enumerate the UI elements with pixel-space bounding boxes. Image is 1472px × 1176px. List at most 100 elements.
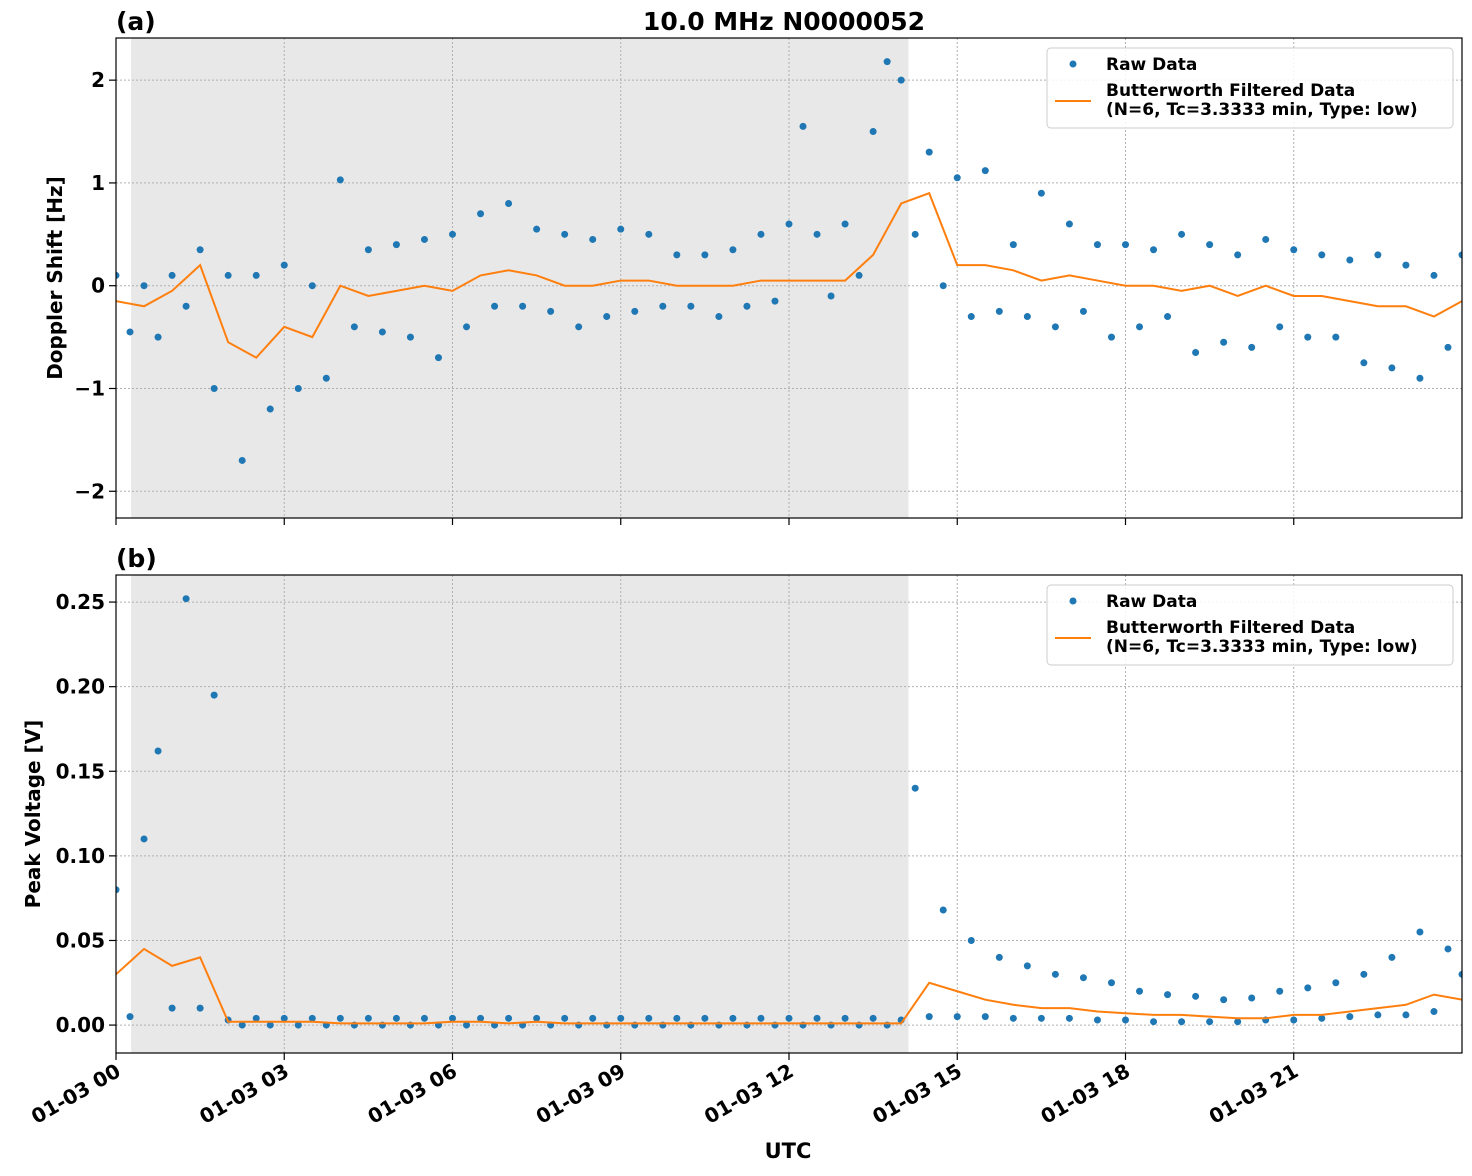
y-tick-label: 0.20 bbox=[56, 675, 105, 699]
raw-point bbox=[701, 1014, 709, 1022]
raw-point bbox=[981, 1013, 989, 1021]
x-tick-label: 01-03 18 bbox=[1036, 1059, 1134, 1129]
legend-label: (N=6, Tc=3.3333 min, Type: low) bbox=[1106, 637, 1418, 657]
raw-point bbox=[140, 835, 148, 843]
y-axis-label: Doppler Shift [Hz] bbox=[43, 176, 67, 380]
raw-point bbox=[785, 220, 793, 228]
legend-marker bbox=[1069, 60, 1077, 68]
axes-frame bbox=[115, 574, 1463, 1054]
raw-point bbox=[491, 302, 499, 310]
raw-point bbox=[519, 302, 527, 310]
raw-point bbox=[1360, 359, 1368, 367]
raw-point bbox=[154, 747, 162, 755]
raw-point bbox=[1444, 945, 1452, 953]
raw-point bbox=[939, 282, 947, 290]
raw-point bbox=[252, 1014, 260, 1022]
raw-point bbox=[855, 271, 863, 279]
raw-point bbox=[1458, 970, 1462, 978]
y-tick-label: 0.10 bbox=[56, 844, 105, 868]
raw-point bbox=[196, 246, 204, 254]
raw-point bbox=[617, 225, 625, 233]
raw-point bbox=[841, 1014, 849, 1022]
raw-point bbox=[561, 1014, 569, 1022]
x-tick-label: 01-03 06 bbox=[363, 1059, 461, 1129]
raw-point bbox=[561, 230, 569, 238]
raw-point bbox=[1248, 994, 1256, 1002]
raw-point bbox=[154, 333, 162, 341]
plot-area bbox=[116, 58, 1462, 464]
raw-point bbox=[729, 1014, 737, 1022]
raw-point bbox=[813, 230, 821, 238]
raw-point bbox=[505, 199, 513, 207]
filtered-line bbox=[116, 191, 1462, 359]
raw-point bbox=[364, 1014, 372, 1022]
raw-point bbox=[1023, 313, 1031, 321]
raw-point bbox=[1304, 984, 1312, 992]
raw-point bbox=[463, 323, 471, 331]
shaded-region bbox=[131, 38, 909, 518]
raw-point bbox=[1318, 1014, 1326, 1022]
raw-point bbox=[1374, 1011, 1382, 1019]
panel-label: (a) bbox=[116, 7, 156, 36]
raw-point bbox=[238, 1021, 246, 1029]
raw-point bbox=[266, 405, 274, 413]
raw-point bbox=[1150, 1018, 1158, 1026]
legend-label: Butterworth Filtered Data bbox=[1106, 81, 1355, 101]
raw-point bbox=[1430, 1008, 1438, 1016]
raw-point bbox=[449, 1014, 456, 1022]
y-tick-label: 0.00 bbox=[56, 1013, 105, 1037]
raw-point bbox=[743, 302, 751, 310]
raw-point bbox=[1430, 271, 1438, 279]
raw-point bbox=[392, 241, 400, 249]
raw-point bbox=[841, 220, 849, 228]
plot-area bbox=[116, 595, 1462, 1029]
raw-point bbox=[1037, 189, 1045, 197]
raw-point bbox=[1332, 333, 1340, 341]
x-axis-label: UTC bbox=[765, 1139, 812, 1163]
raw-point bbox=[168, 271, 176, 279]
raw-point bbox=[1220, 996, 1228, 1004]
raw-point bbox=[1402, 261, 1410, 269]
raw-point bbox=[1122, 1016, 1129, 1024]
raw-point bbox=[322, 374, 330, 382]
raw-point bbox=[673, 251, 681, 259]
y-tick-label: −1 bbox=[74, 376, 105, 400]
axes-frame bbox=[115, 37, 1463, 519]
raw-point bbox=[406, 333, 414, 341]
raw-point bbox=[336, 1014, 344, 1022]
raw-point bbox=[673, 1014, 681, 1022]
raw-point bbox=[182, 302, 190, 310]
raw-point bbox=[813, 1014, 821, 1022]
raw-point bbox=[420, 1014, 428, 1022]
raw-point bbox=[1051, 323, 1059, 331]
raw-point bbox=[1009, 241, 1017, 249]
y-tick-label: 0.05 bbox=[56, 928, 105, 952]
raw-point bbox=[126, 1013, 134, 1021]
y-tick-label: −2 bbox=[74, 479, 105, 503]
raw-point bbox=[210, 384, 218, 392]
raw-point bbox=[911, 230, 919, 238]
raw-point bbox=[1318, 251, 1326, 259]
raw-point bbox=[757, 1014, 765, 1022]
raw-point bbox=[1346, 256, 1354, 264]
raw-point bbox=[1206, 1018, 1214, 1026]
raw-point bbox=[715, 313, 723, 321]
raw-point bbox=[827, 292, 835, 300]
y-axis-label: Peak Voltage [V] bbox=[21, 720, 45, 909]
raw-point bbox=[939, 906, 947, 914]
raw-point bbox=[701, 251, 709, 259]
raw-point bbox=[1051, 970, 1059, 978]
raw-point bbox=[1107, 333, 1115, 341]
raw-point bbox=[1234, 251, 1242, 259]
raw-point bbox=[1093, 1016, 1101, 1024]
raw-point bbox=[505, 1014, 513, 1022]
raw-point bbox=[420, 235, 428, 243]
x-tick-label: 01-03 15 bbox=[868, 1059, 966, 1129]
y-tick-label: 2 bbox=[91, 68, 105, 92]
raw-point bbox=[757, 230, 765, 238]
raw-point bbox=[463, 1021, 471, 1029]
raw-point bbox=[1136, 987, 1144, 995]
raw-point bbox=[294, 384, 302, 392]
raw-point bbox=[434, 354, 442, 362]
raw-point bbox=[1290, 246, 1298, 254]
